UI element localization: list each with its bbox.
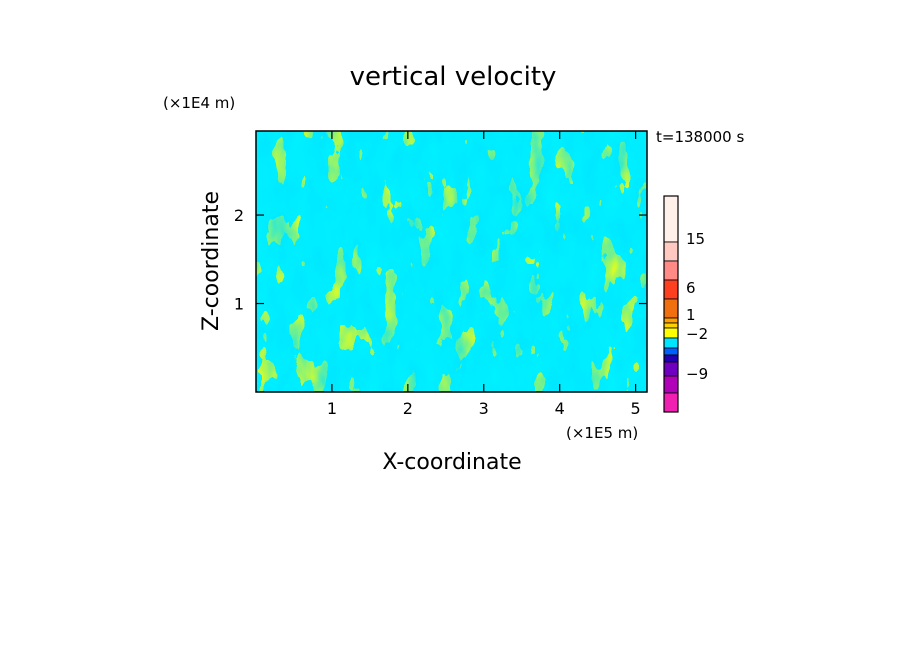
y-axis-label: Z-coordinate bbox=[199, 191, 224, 331]
colorbar-swatch bbox=[663, 392, 679, 413]
colorbar-swatch bbox=[663, 375, 679, 394]
colorbar-swatch bbox=[663, 317, 679, 324]
y-axis-ticks: 12 bbox=[234, 206, 647, 314]
colorbar-label: 6 bbox=[686, 279, 696, 297]
x-tick-label: 1 bbox=[327, 399, 337, 418]
colorbar-swatch bbox=[663, 279, 679, 300]
colorbar-swatch bbox=[663, 260, 679, 281]
colorbar-label: 1 bbox=[686, 306, 696, 324]
colorbar-swatch bbox=[663, 361, 679, 377]
x-unit-label: (×1E5 m) bbox=[566, 424, 638, 442]
plot-frame bbox=[255, 130, 648, 393]
velocity-contour-fill bbox=[256, 131, 647, 392]
colorbar-swatch bbox=[663, 298, 679, 319]
colorbar-label: 15 bbox=[686, 230, 705, 248]
colorbar-swatch bbox=[663, 347, 679, 356]
x-tick-label: 4 bbox=[555, 399, 565, 418]
y-tick-label: 1 bbox=[234, 295, 244, 314]
chart-title: vertical velocity bbox=[350, 62, 557, 92]
y-unit-label: (×1E4 m) bbox=[163, 94, 235, 112]
colorbar-swatch bbox=[663, 354, 679, 363]
colorbar-swatch bbox=[663, 322, 679, 329]
x-tick-label: 5 bbox=[631, 399, 641, 418]
heatmap-field bbox=[256, 131, 647, 392]
colorbar-label: −2 bbox=[686, 325, 708, 343]
x-tick-label: 2 bbox=[403, 399, 413, 418]
colorbar-swatch bbox=[663, 195, 679, 243]
colorbar-swatch bbox=[663, 327, 679, 339]
colorbar-swatch bbox=[663, 337, 679, 349]
x-axis-label: X-coordinate bbox=[382, 450, 521, 475]
colorbar-label: −9 bbox=[686, 365, 708, 383]
time-label: t=138000 s bbox=[656, 128, 744, 146]
x-axis-ticks: 1 2 3 4 5 bbox=[327, 131, 641, 418]
y-tick-label: 2 bbox=[234, 206, 244, 225]
colorbar: 15 6 1−2 −9 bbox=[663, 195, 708, 413]
colorbar-swatch bbox=[663, 241, 679, 262]
x-tick-label: 3 bbox=[479, 399, 489, 418]
colorbar-frame bbox=[663, 195, 679, 413]
